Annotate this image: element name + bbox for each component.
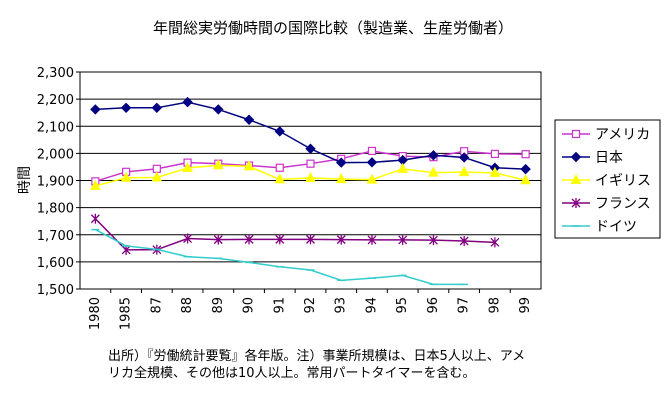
data-point	[120, 171, 132, 182]
data-point	[428, 166, 439, 177]
x-tick-label: 97	[457, 297, 472, 314]
x-tick-label: 1980	[88, 297, 103, 330]
data-point	[335, 173, 347, 184]
x-tick-label: 99	[518, 297, 533, 314]
data-point	[336, 157, 347, 168]
y-axis-label: 時間	[17, 166, 33, 194]
data-point	[274, 173, 286, 184]
data-point	[182, 161, 193, 173]
data-point	[152, 164, 161, 173]
data-point	[306, 234, 315, 245]
data-point	[243, 160, 255, 171]
data-point	[212, 159, 224, 170]
data-point	[305, 171, 316, 183]
data-point	[489, 166, 501, 177]
x-tick-label: 93	[334, 297, 349, 314]
legend-marker	[571, 129, 581, 139]
data-point	[213, 104, 224, 115]
data-point	[459, 235, 469, 246]
data-point	[336, 234, 346, 245]
data-point	[398, 234, 408, 245]
data-point	[244, 234, 254, 245]
legend-marker	[571, 198, 581, 208]
data-point	[306, 159, 315, 168]
x-tick-label: 87	[149, 297, 164, 314]
source-note: 出所）『労働統計要覧』各年版。注）事業所規模は、日本5人以上、アメリカ全規模、そ…	[108, 349, 526, 381]
data-point	[520, 174, 531, 185]
data-point	[366, 173, 378, 184]
x-tick-label: 89	[211, 297, 226, 314]
y-tick-label: 2,000	[37, 147, 74, 162]
data-point	[243, 114, 255, 125]
legend-label: 日本	[595, 150, 623, 166]
y-tick-label: 1,700	[37, 229, 74, 244]
data-point	[151, 171, 163, 182]
y-tick-label: 2,100	[37, 120, 74, 135]
chart-title: 年間総実労働時間の国際比較（製造業、生産労働者）	[153, 19, 513, 37]
data-point	[182, 96, 193, 108]
data-point	[397, 162, 409, 173]
x-tick-label: 1985	[119, 297, 134, 330]
legend-label: フランス	[595, 196, 651, 212]
data-point	[428, 150, 439, 161]
data-point	[151, 102, 163, 114]
data-point	[490, 237, 500, 248]
data-point	[274, 126, 285, 137]
x-tick-label: 90	[242, 297, 257, 314]
data-point	[367, 146, 377, 156]
data-point	[90, 104, 101, 115]
data-point	[90, 179, 101, 190]
y-tick-label: 2,300	[37, 66, 74, 81]
x-tick-label: 95	[395, 297, 410, 314]
y-tick-label: 1,800	[37, 202, 74, 217]
y-tick-label: 1,900	[37, 175, 74, 190]
data-point	[520, 163, 531, 175]
legend-box	[554, 119, 661, 239]
x-tick-label: 92	[303, 297, 318, 314]
data-point	[367, 234, 377, 245]
legend-label: ドイツ	[595, 219, 637, 235]
x-tick-label: 98	[487, 297, 502, 314]
data-point	[458, 166, 470, 177]
data-point	[183, 233, 193, 244]
legend-label: イギリス	[595, 173, 651, 189]
y-tick-label: 1,600	[37, 256, 74, 271]
x-tick-label: 96	[426, 297, 441, 314]
x-tick-label: 88	[180, 297, 195, 314]
x-tick-label: 91	[272, 297, 287, 314]
data-point	[275, 163, 284, 172]
y-tick-label: 2,200	[37, 93, 74, 108]
data-point	[305, 143, 316, 154]
y-tick-label: 1,500	[37, 283, 74, 298]
data-point	[275, 234, 285, 245]
data-point	[120, 102, 132, 114]
series-line-3	[94, 218, 495, 251]
legend-marker	[570, 173, 582, 184]
plot-area: 1,500 1,600 1,700 1,800 1,900 2,000 2,100 2,200…	[37, 66, 542, 330]
data-point	[366, 157, 378, 168]
data-point	[490, 149, 499, 159]
legend-label: アメリカ	[595, 127, 650, 143]
data-point	[428, 235, 438, 246]
data-point	[521, 150, 530, 159]
x-tick-label: 94	[364, 297, 379, 314]
data-point	[90, 213, 100, 224]
legend-marker	[570, 151, 582, 163]
data-point	[458, 152, 470, 163]
data-point	[213, 234, 223, 245]
